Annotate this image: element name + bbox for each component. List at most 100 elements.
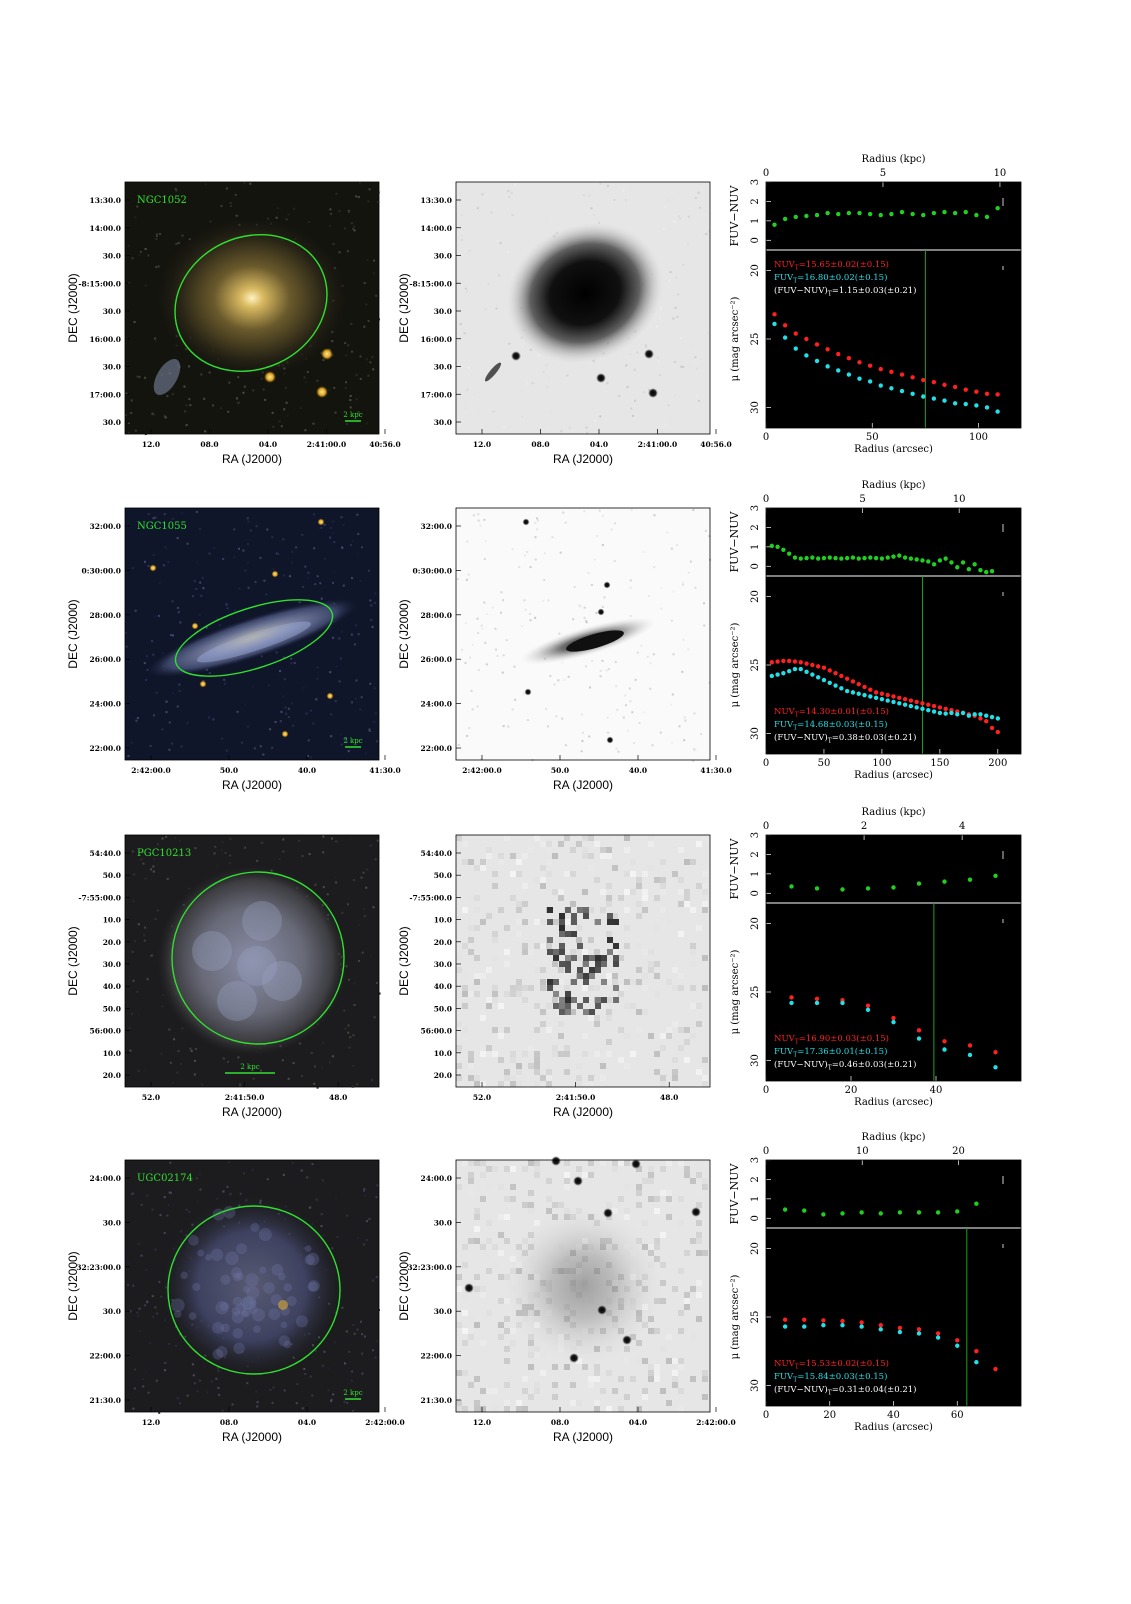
noise-pixel [221, 841, 224, 844]
noise-pixel [606, 931, 612, 937]
noise-pixel [169, 1161, 172, 1164]
noise-pixel [331, 837, 334, 840]
noise-pixel [636, 1009, 642, 1015]
noise-pixel [163, 1196, 166, 1199]
noise-pixel [474, 1286, 480, 1292]
fuv-data-point [931, 396, 937, 401]
noise-pixel [236, 710, 239, 713]
noise-pixel [348, 1350, 351, 1353]
noise-pixel [480, 1340, 486, 1346]
noise-pixel [349, 1036, 352, 1039]
noise-pixel [696, 1069, 702, 1075]
noise-pixel [468, 859, 474, 865]
kpc-tick-label: 4 [959, 821, 965, 832]
noise-pixel [363, 915, 366, 918]
galaxy-pixel [577, 943, 583, 949]
noise-pixel [490, 211, 493, 214]
noise-pixel [335, 1197, 338, 1200]
ra-tick-label: 08.0 [531, 440, 549, 449]
radius-xtick-label: 0 [763, 1085, 769, 1096]
noise-pixel [362, 871, 365, 874]
noise-pixel [322, 359, 325, 362]
noise-pixel [689, 560, 692, 563]
noise-pixel [679, 337, 682, 340]
noise-pixel [313, 547, 316, 550]
noise-pixel [161, 728, 164, 731]
noise-pixel [136, 375, 139, 378]
aperture-ellipse [171, 871, 345, 1045]
noise-pixel [242, 391, 245, 394]
color-data-point [931, 210, 937, 216]
star [573, 1176, 583, 1186]
noise-pixel [552, 961, 558, 967]
noise-pixel [283, 372, 286, 375]
radius-axis-label: Radius (arcsec) [854, 1422, 933, 1433]
color-data-point [974, 212, 979, 218]
noise-pixel [666, 1400, 672, 1406]
noise-pixel [471, 643, 474, 646]
noise-pixel [564, 1160, 570, 1166]
ra-tick-label: 52.0 [142, 1093, 160, 1102]
noise-pixel [551, 536, 554, 539]
noise-pixel [624, 889, 630, 895]
noise-pixel [260, 655, 263, 658]
fuv-data-point [942, 1047, 947, 1052]
fuv-data-point [984, 405, 990, 410]
noise-pixel [291, 702, 294, 705]
star-forming-knot [242, 1285, 251, 1293]
star-forming-knot [210, 1248, 224, 1262]
dec-tick-label: 20.0 [103, 938, 121, 947]
noise-pixel [205, 626, 208, 629]
star-forming-knot [268, 1308, 281, 1320]
noise-pixel [143, 560, 146, 563]
noise-pixel [150, 1169, 153, 1172]
noise-pixel [177, 611, 180, 614]
noise-pixel [696, 1003, 702, 1009]
noise-pixel [462, 1406, 468, 1412]
noise-pixel [692, 508, 695, 511]
noise-pixel [302, 686, 305, 689]
noise-pixel [510, 853, 516, 859]
noise-pixel [146, 1194, 149, 1197]
noise-pixel [558, 937, 564, 943]
noise-pixel [127, 422, 130, 425]
noise-pixel [147, 1391, 150, 1394]
galaxy-pixel [583, 979, 589, 985]
noise-pixel [133, 940, 136, 943]
noise-pixel [470, 689, 473, 692]
kpc-axis-label: Radius (kpc) [862, 154, 926, 165]
noise-pixel [359, 355, 362, 358]
star [191, 622, 199, 630]
noise-pixel [156, 909, 159, 912]
color-data-point [920, 558, 925, 563]
noise-pixel [594, 1370, 600, 1376]
noise-pixel [660, 1388, 666, 1394]
noise-pixel [640, 644, 643, 647]
noise-pixel [480, 973, 486, 979]
noise-pixel [178, 198, 181, 201]
noise-pixel [660, 889, 666, 895]
dec-tick-label: 30.0 [103, 1218, 121, 1227]
noise-pixel [154, 339, 157, 342]
profile-background [766, 835, 1021, 1081]
color-data-point [867, 211, 873, 217]
noise-pixel [468, 1190, 474, 1196]
noise-pixel [463, 332, 466, 335]
color-data-point [833, 555, 838, 561]
noise-pixel [606, 184, 609, 187]
dec-tick-label: 17:00.0 [90, 390, 121, 399]
noise-pixel [629, 353, 632, 356]
noise-pixel [642, 1394, 648, 1400]
noise-pixel [654, 1238, 660, 1244]
noise-pixel [700, 733, 703, 736]
noise-pixel [173, 1038, 176, 1041]
nuv-data-point [804, 661, 809, 666]
nuv-data-point [840, 1318, 845, 1324]
noise-pixel [504, 1075, 510, 1081]
noise-pixel [540, 883, 546, 889]
noise-pixel [468, 1051, 474, 1057]
noise-pixel [504, 949, 510, 955]
noise-pixel [508, 342, 511, 345]
noise-pixel [316, 379, 319, 382]
ra-axis-label: RA (J2000) [553, 778, 613, 792]
